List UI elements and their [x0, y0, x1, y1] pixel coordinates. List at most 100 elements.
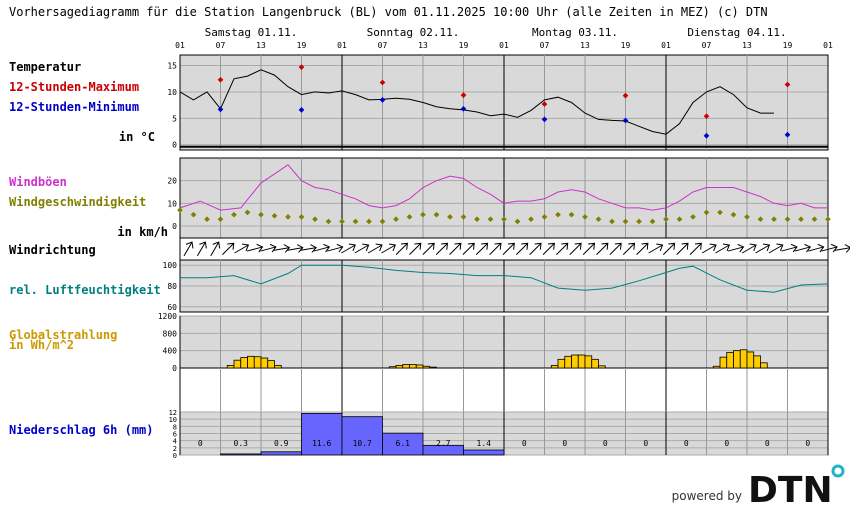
wind-arrow [662, 242, 676, 256]
wind-arrow-shaft [596, 242, 609, 256]
wind-arrow [648, 243, 664, 254]
wind-arrow-shaft [622, 242, 635, 256]
precip-value-label: 0 [522, 439, 527, 448]
hour-tick: 01 [337, 41, 347, 50]
radiation-bar [719, 356, 728, 369]
tmin-label: 12-Stunden-Minimum [9, 100, 139, 114]
wind-arrow [246, 243, 264, 253]
radiation-bar [577, 354, 586, 369]
hour-tick: 07 [540, 41, 550, 50]
wind-speed-point [811, 216, 818, 223]
radiation-bar [571, 354, 579, 369]
wind-arrow [502, 242, 515, 256]
wind-arrow-head [830, 243, 838, 253]
tmax-point [703, 113, 710, 120]
wind-arrow-head [227, 242, 235, 250]
wind-unit-label: in km/h [117, 225, 168, 239]
wind-arrow-head [749, 243, 757, 252]
wind-speed-point [258, 211, 264, 218]
wind-speed-point [555, 211, 561, 218]
wind-arrow [768, 243, 784, 254]
wind-speed-point [649, 218, 656, 225]
radiation-bar [712, 365, 721, 369]
wind-arrow-shaft [475, 242, 488, 256]
hour-tick: 07 [216, 41, 226, 50]
wind-speed-point [582, 214, 588, 220]
day-label: Samstag 01.11. [205, 26, 298, 39]
wdir-label: Windrichtung [9, 243, 96, 257]
wind-arrow [834, 244, 850, 253]
wind-arrow-head [668, 242, 676, 250]
wind-arrow-shaft [569, 242, 582, 256]
radiation-bar [584, 355, 593, 369]
wind-arrow-shaft [768, 244, 784, 254]
wind-arrow [715, 243, 731, 254]
hour-tick: 19 [621, 41, 631, 50]
wind-arrow-head [296, 244, 304, 253]
precip-bar [260, 451, 302, 456]
radiation-bar [233, 359, 242, 369]
chart-title: Vorhersagediagramm für die Station Lange… [9, 5, 768, 19]
wind-arrow-shaft [556, 242, 569, 256]
tick-label: 4 [173, 438, 177, 446]
wind-speed-point [487, 216, 494, 223]
wind-arrow-head [588, 242, 596, 250]
tmax-point [622, 92, 629, 99]
tick-label: 12 [169, 409, 177, 417]
hour-tick: 07 [702, 41, 712, 50]
wind-arrow-head [362, 243, 370, 252]
wind-speed-point [690, 214, 696, 220]
wind-arrow-shaft [246, 246, 263, 252]
wind-arrow [449, 242, 462, 256]
wind-arrow-shaft [422, 242, 435, 256]
radiation-bar [564, 355, 572, 369]
wind-arrow [727, 243, 745, 253]
wind-speed-point [541, 214, 548, 220]
tmax-point [298, 64, 305, 70]
wind-speed-point [271, 212, 278, 219]
precip-value-label: 0 [643, 439, 648, 448]
tick-label: 0 [172, 364, 177, 373]
wind-speed-point [420, 211, 426, 218]
wind-arrow [622, 242, 636, 256]
wind-arrow-shaft [183, 241, 193, 257]
tmax-point [379, 79, 386, 86]
radiation-bar [746, 351, 755, 369]
tmin-point [298, 107, 305, 113]
wind-arrow [300, 244, 317, 253]
precip-label: Niederschlag 6h (mm) [9, 423, 154, 437]
wind-speed-point [622, 218, 629, 225]
radiation-bar [247, 355, 255, 369]
wind-arrow-shaft [462, 242, 475, 256]
wind-arrow [422, 242, 435, 256]
wind-speed-point [406, 214, 413, 220]
wind-arrow-shaft [196, 241, 206, 257]
tmax-label: 12-Stunden-Maximum [9, 80, 139, 94]
wind-arrow-shaft [489, 242, 502, 256]
precip-bar [382, 432, 424, 456]
gust-line [179, 164, 828, 211]
wind-arrow-head [348, 243, 356, 252]
wind-speed-point [190, 211, 197, 218]
precip-bar [220, 453, 262, 456]
wind-arrow [367, 243, 383, 254]
wind-arrow-shaft [582, 242, 595, 256]
radiation-bar [429, 366, 437, 369]
wind-speed-point [717, 209, 723, 216]
wind-arrow-head [574, 242, 582, 250]
tick-label: 800 [163, 329, 178, 338]
wind-arrow [341, 243, 356, 254]
wind-arrow-shaft [821, 246, 838, 252]
tmax-point [541, 101, 548, 107]
wind-arrow-head [256, 243, 264, 253]
wind-speed-point [217, 216, 224, 223]
day-label: Sonntag 02.11. [367, 26, 460, 39]
wind-arrow-shaft [715, 244, 730, 254]
wind-arrow-head [681, 242, 689, 250]
precip-value-label: 2.7 [436, 439, 451, 448]
wind-arrow-shaft [327, 246, 343, 252]
wind-speed-point [501, 216, 507, 223]
rad-label-2: in Wh/m^2 [9, 338, 74, 352]
wind-speed-point [568, 211, 575, 218]
radiation-bar [267, 360, 275, 369]
